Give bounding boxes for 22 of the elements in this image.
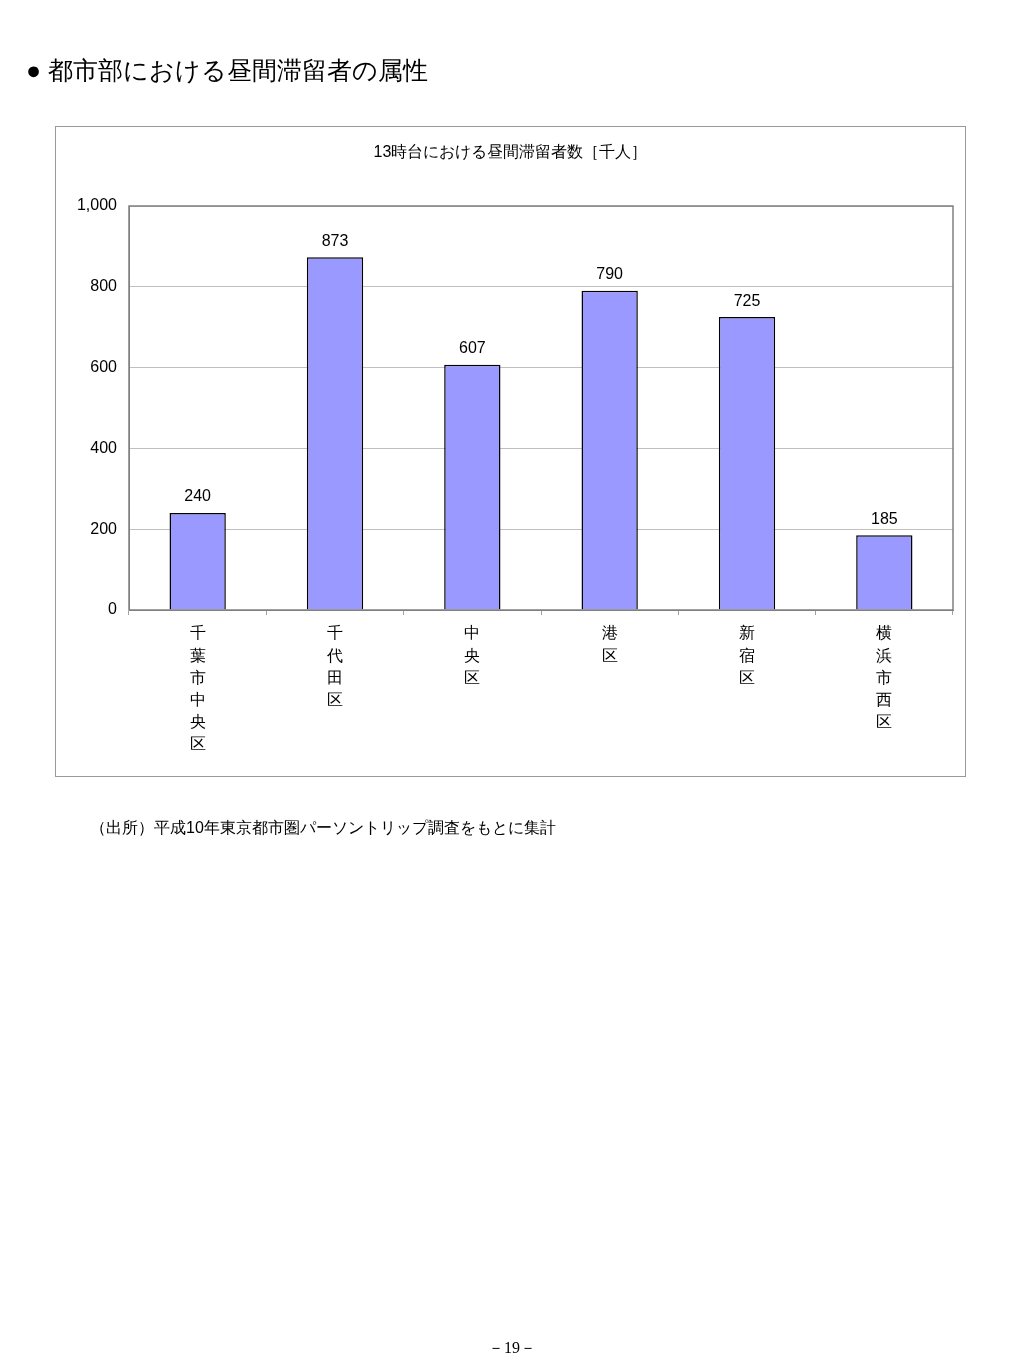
chart-title: ● 都市部における昼間滞留者の属性: [26, 55, 429, 86]
y-tick-label: 0: [108, 600, 118, 618]
data-label: 725: [733, 291, 761, 309]
y-tick-label: 800: [90, 277, 118, 295]
x-tick-label: 港区: [601, 624, 618, 664]
y-tick-label: 1,000: [76, 196, 118, 214]
y-tick-label: 400: [90, 438, 118, 456]
data-label: 873: [321, 231, 349, 249]
y-tick-label: 600: [90, 358, 118, 376]
data-label: 240: [184, 487, 212, 505]
x-tick-label: 中央区: [464, 624, 481, 686]
y-tick-label: 200: [90, 519, 118, 537]
data-label: 185: [870, 509, 898, 527]
x-tick-label: 新宿区: [739, 624, 755, 686]
text: （出所）平成10年東京都市圏パーソントリップ調査をもとに集計: [90, 818, 556, 838]
x-tick-label: 千葉市中央区: [189, 624, 206, 752]
data-label: 790: [596, 265, 624, 283]
chart-subtitle: 13時台における昼間滞留者数［千人］: [372, 142, 649, 162]
x-tick-label: 千代田区: [326, 624, 343, 708]
data-label: 607: [458, 339, 486, 357]
x-tick-label: 横浜市西区: [876, 624, 893, 730]
text: －19－: [487, 1338, 537, 1358]
